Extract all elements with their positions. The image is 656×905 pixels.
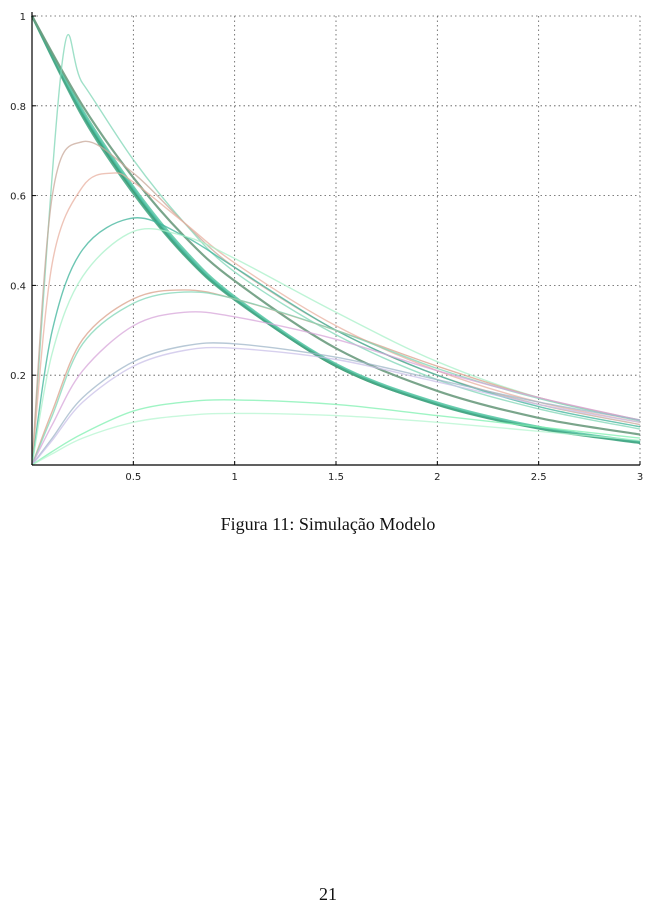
series-line-16 bbox=[31, 399, 641, 466]
series-line-5 bbox=[31, 15, 641, 436]
figure-caption: Figura 11: Simulação Modelo bbox=[220, 514, 436, 534]
series-line-14 bbox=[31, 342, 641, 466]
x-tick-label: 0.5 bbox=[125, 472, 141, 483]
y-tick-label: 0.2 bbox=[10, 371, 26, 382]
series-line-13 bbox=[31, 311, 641, 466]
y-tick-label: 0.6 bbox=[10, 192, 26, 203]
grid bbox=[32, 15, 641, 465]
tick-labels: 0.5 1 1.5 2 2.5 3 0.2 0.4 0.6 0.8 1 bbox=[10, 12, 643, 483]
series-line-10 bbox=[31, 228, 641, 466]
series-line-7 bbox=[31, 140, 641, 466]
x-tick-label: 2 bbox=[434, 472, 440, 483]
x-tick-label: 1.5 bbox=[328, 472, 344, 483]
y-tick-label: 1 bbox=[20, 12, 26, 23]
series-line-3 bbox=[31, 15, 641, 443]
axes bbox=[31, 12, 641, 466]
series-layer bbox=[31, 15, 641, 466]
x-tick-label: 2.5 bbox=[531, 472, 547, 483]
x-tick-label: 3 bbox=[637, 472, 643, 483]
y-tick-label: 0.8 bbox=[10, 102, 26, 113]
line-chart: 0.5 1 1.5 2 2.5 3 0.2 0.4 0.6 0.8 1 bbox=[10, 12, 643, 483]
y-tick-label: 0.4 bbox=[10, 281, 26, 292]
x-tick-label: 1 bbox=[231, 472, 237, 483]
series-line-15 bbox=[31, 346, 641, 466]
page-number: 21 bbox=[319, 884, 337, 904]
series-line-8 bbox=[31, 172, 641, 466]
series-line-17 bbox=[31, 412, 641, 466]
